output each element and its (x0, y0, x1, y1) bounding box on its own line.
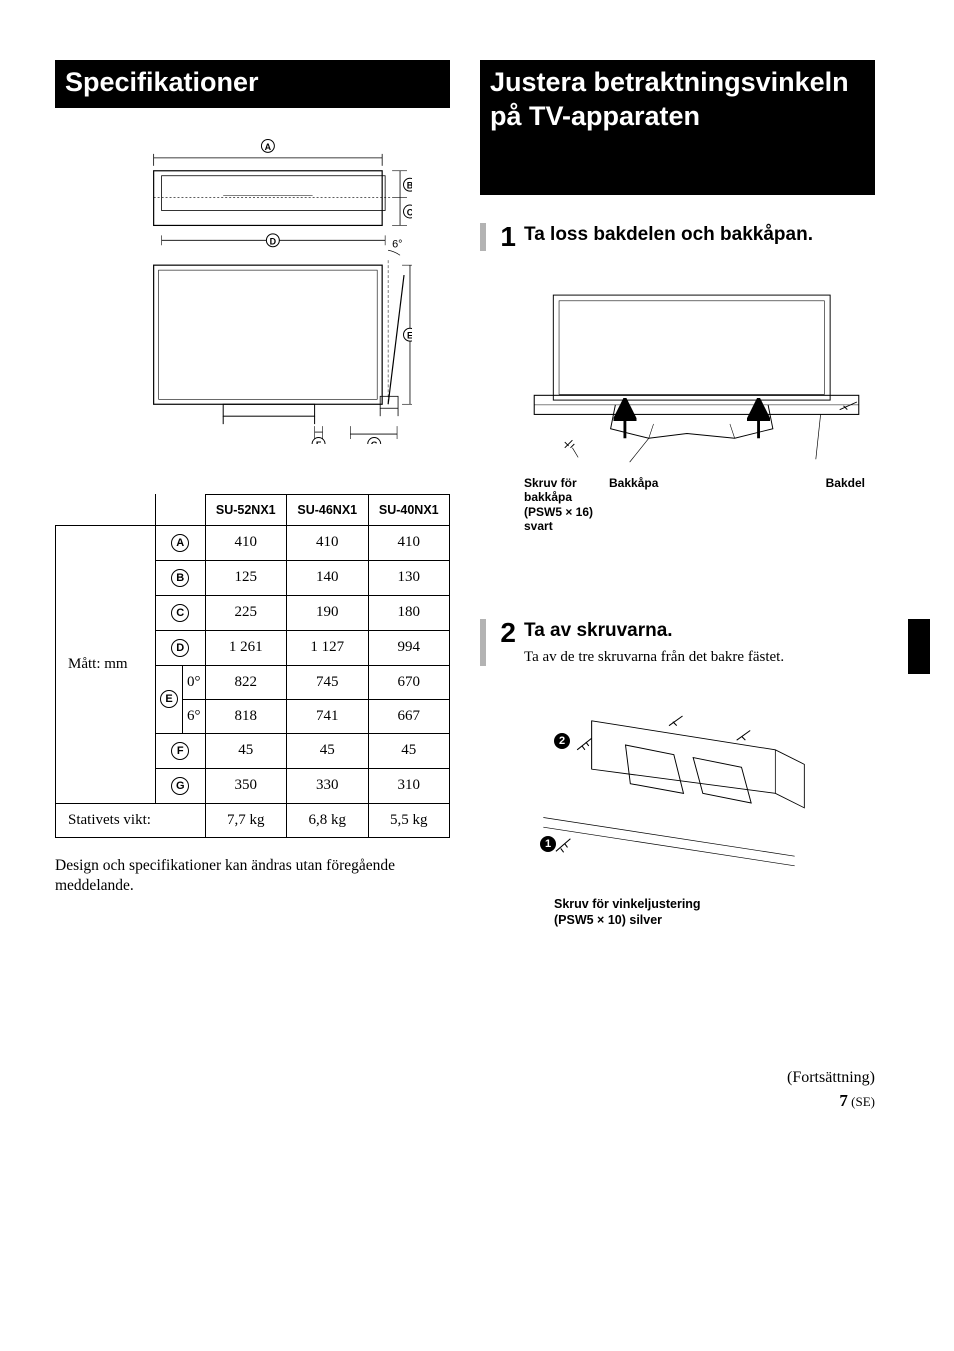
row-key-c: C (171, 604, 189, 622)
sub-0: 0° (183, 665, 206, 699)
row-key-g: G (171, 777, 189, 795)
footer-continued: (Fortsättning) (480, 1069, 875, 1087)
footer-page: 7 (SE) (480, 1091, 875, 1111)
svg-text:C: C (406, 207, 411, 217)
cell: 670 (368, 665, 450, 699)
svg-text:B: B (406, 180, 411, 190)
cell: 45 (205, 733, 287, 768)
cell: 180 (368, 595, 450, 630)
step-bar (480, 223, 486, 251)
spec-diagram: A B C D (94, 136, 412, 449)
row-key-b: B (171, 569, 189, 587)
cell: 1 261 (205, 630, 287, 665)
edge-tab (908, 619, 930, 674)
adjust-heading: Justera betraktningsvinkeln på TV-appara… (480, 60, 875, 195)
weight-1: 7,7 kg (205, 803, 287, 837)
row-key-d: D (171, 639, 189, 657)
svg-text:E: E (406, 330, 411, 340)
step-num-1: 1 (492, 223, 516, 251)
step-2-caption: Skruv för vinkeljustering (PSW5 × 10) si… (554, 897, 875, 928)
model-col-3: SU-40NX1 (368, 494, 450, 525)
weight-3: 5,5 kg (368, 803, 450, 837)
cell: 822 (205, 665, 287, 699)
cell: 350 (205, 768, 287, 803)
cell: 225 (205, 595, 287, 630)
step-2-body: Ta av de tre skruvarna från det bakre fä… (524, 649, 784, 666)
callout-screw: Skruv för bakkåpa (PSW5 × 16) svart (524, 476, 604, 534)
step-2-title: Ta av skruvarna. (524, 619, 784, 644)
step-1-illustration: Skruv för bakkåpa (PSW5 × 16) svart Bakk… (524, 276, 875, 534)
cell: 130 (368, 560, 450, 595)
cell: 745 (287, 665, 369, 699)
step-num-2: 2 (492, 619, 516, 647)
cell: 741 (287, 699, 369, 733)
cell: 667 (368, 699, 450, 733)
model-col-2: SU-46NX1 (287, 494, 369, 525)
svg-text:A: A (264, 142, 271, 152)
cell: 994 (368, 630, 450, 665)
callout-rear: Bakdel (826, 476, 865, 534)
dims-label: Mått: mm (56, 525, 156, 803)
cell: 818 (205, 699, 287, 733)
cell: 410 (205, 525, 287, 560)
weight-label: Stativets vikt: (56, 803, 206, 837)
svg-text:F: F (315, 440, 321, 444)
step-2: 2 Ta av skruvarna. Ta av de tre skruvarn… (480, 619, 875, 667)
row-key-a: A (171, 534, 189, 552)
specs-heading: Specifikationer (55, 60, 450, 108)
cell: 310 (368, 768, 450, 803)
row-key-f: F (171, 742, 189, 760)
cell: 125 (205, 560, 287, 595)
callout-cover: Bakkåpa (609, 476, 658, 534)
cell: 140 (287, 560, 369, 595)
step-bar (480, 619, 486, 667)
svg-text:6°: 6° (392, 238, 402, 250)
svg-text:D: D (269, 236, 276, 246)
cell: 330 (287, 768, 369, 803)
cell: 45 (287, 733, 369, 768)
spec-note: Design och specifikationer kan ändras ut… (55, 856, 450, 896)
spec-table: SU-52NX1 SU-46NX1 SU-40NX1 Mått: mm A 41… (55, 494, 450, 838)
sub-6: 6° (183, 699, 206, 733)
row-key-e: E (160, 690, 178, 708)
model-col-1: SU-52NX1 (205, 494, 287, 525)
cell: 45 (368, 733, 450, 768)
step-1-title: Ta loss bakdelen och bakkåpan. (524, 223, 813, 248)
weight-2: 6,8 kg (287, 803, 369, 837)
step-2-illustration: 2 1 Skruv för vinkeljustering (PSW5 × 10… (524, 691, 875, 928)
svg-text:G: G (370, 440, 377, 444)
step-1: 1 Ta loss bakdelen och bakkåpan. (480, 223, 875, 251)
cell: 410 (287, 525, 369, 560)
cell: 410 (368, 525, 450, 560)
cell: 1 127 (287, 630, 369, 665)
cell: 190 (287, 595, 369, 630)
